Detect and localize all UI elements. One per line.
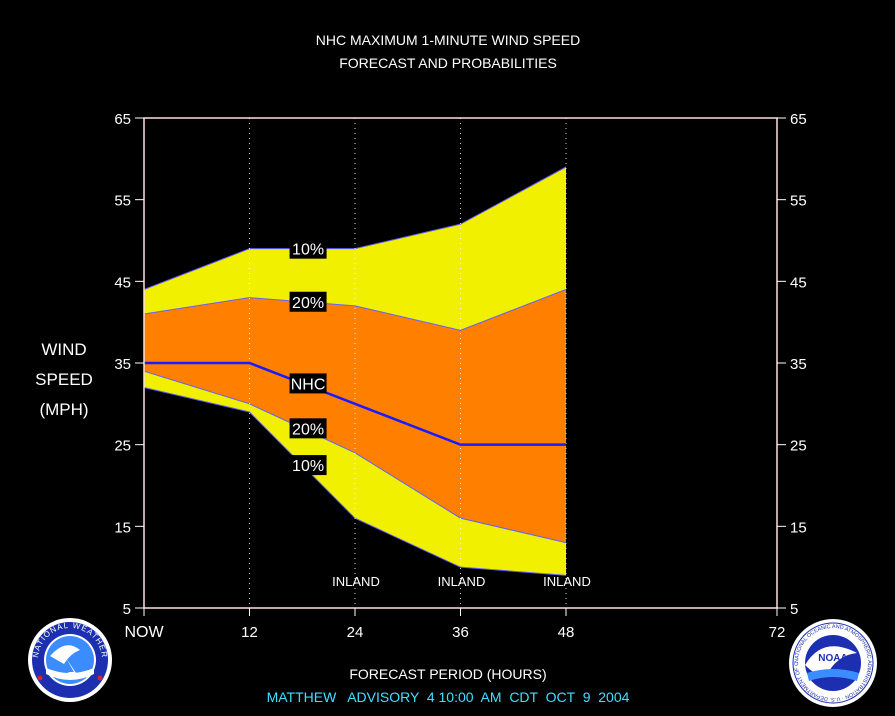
y-tick-label-right: 35 — [790, 356, 807, 373]
y-tick-label-right: 45 — [790, 274, 807, 291]
y-tick-label-left: 5 — [123, 601, 131, 618]
noaa-badge: NOAA — [818, 653, 847, 664]
band-label-box — [289, 238, 327, 259]
x-tick-label: NOW — [124, 624, 164, 641]
chart-subtitle: FORECAST AND PROBABILITIES — [339, 55, 557, 71]
band-label-box — [289, 291, 327, 312]
y-tick-label-right: 25 — [790, 438, 807, 455]
y-axis-label-line: (MPH) — [39, 400, 88, 419]
nhc-forecast-line — [144, 361, 566, 446]
y-tick-label-right: 55 — [790, 193, 807, 210]
x-tick-label: 24 — [347, 624, 364, 641]
y-tick-label-right: 5 — [790, 601, 798, 618]
y-tick-label-left: 45 — [114, 274, 131, 291]
y-tick-label-left: 65 — [114, 111, 131, 128]
band-edge-line — [143, 289, 567, 331]
band-label-box — [289, 418, 327, 439]
y-axis-label-line: SPEED — [35, 370, 93, 389]
band-label-box — [289, 373, 327, 394]
band-edge-line — [143, 370, 567, 544]
band-label: 10% — [292, 458, 324, 475]
advisory-footer: MATTHEW ADVISORY 4 10:00 AM CDT OCT 9 20… — [267, 689, 630, 705]
y-tick-label-left: 35 — [114, 356, 131, 373]
inner-probability-band — [144, 289, 566, 543]
band-label: 20% — [292, 295, 324, 312]
y-axis-label: WIND SPEED (MPH) — [35, 340, 93, 419]
noaa-logo-icon: NOAA NATIONAL OCEANIC AND ATMOSPHERIC AD… — [789, 619, 877, 707]
x-tick-label: 36 — [452, 624, 469, 641]
x-tick-label: 12 — [241, 624, 258, 641]
x-axis-label: FORECAST PERIOD (HOURS) — [349, 666, 546, 682]
inland-annotation: INLAND — [332, 574, 380, 589]
x-tick-label: 72 — [769, 624, 786, 641]
inland-annotation: INLAND — [438, 574, 486, 589]
y-tick-label-right: 15 — [790, 519, 807, 536]
y-tick-label-left: 55 — [114, 193, 131, 210]
band-label: 20% — [292, 421, 324, 438]
plot-area: 10% 20% NHC 20% 10% INLAND INLAND INLAND — [143, 117, 778, 609]
y-axis-label-line: WIND — [41, 340, 86, 359]
chart-title: NHC MAXIMUM 1-MINUTE WIND SPEED — [316, 32, 580, 48]
inland-annotation: INLAND — [543, 574, 591, 589]
nws-logo-icon: NATIONAL WEATHER SERVICE — [28, 618, 112, 702]
x-axis: NOW 12 24 36 48 72 — [124, 608, 785, 641]
x-tick-label: 48 — [558, 624, 575, 641]
y-tick-label-left: 15 — [114, 519, 131, 536]
band-label-box — [289, 455, 327, 476]
band-label: 10% — [292, 242, 324, 259]
band-label: NHC — [291, 376, 326, 393]
y-tick-label-right: 65 — [790, 111, 807, 128]
y-tick-label-left: 25 — [114, 438, 131, 455]
